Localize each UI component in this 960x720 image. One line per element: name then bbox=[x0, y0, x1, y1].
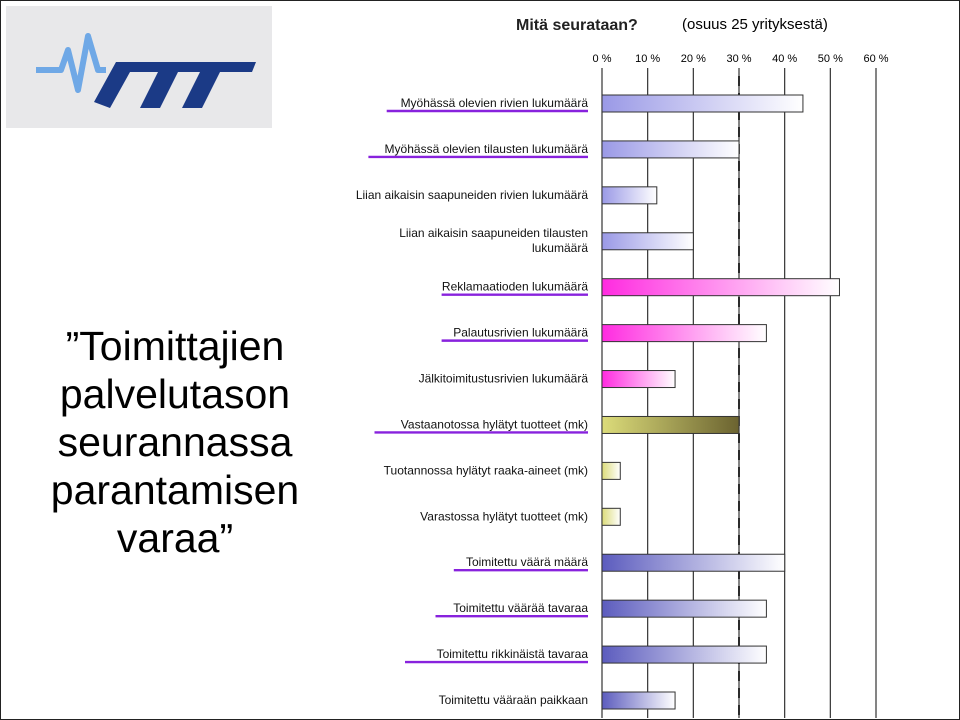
category-label: Liian aikaisin saapuneiden rivien lukumä… bbox=[356, 188, 588, 202]
category-label: Toimitettu rikkinäistä tavaraa bbox=[437, 647, 589, 661]
category-label: Tuotannossa hylätyt raaka-aineet (mk) bbox=[384, 463, 588, 477]
x-tick-label: 40 % bbox=[772, 53, 797, 65]
slide-title: ”Toimittajien palvelutason seurannassa p… bbox=[20, 322, 330, 562]
slide-title-line: ”Toimittajien bbox=[65, 323, 285, 369]
bar bbox=[601, 370, 676, 389]
x-tick-label: 20 % bbox=[681, 53, 706, 65]
bar bbox=[601, 691, 676, 710]
category-label: Myöhässä olevien rivien lukumäärä bbox=[401, 96, 589, 110]
bar bbox=[601, 599, 767, 618]
vtt-logo-graphic bbox=[36, 33, 256, 108]
x-tick-label: 60 % bbox=[863, 53, 888, 65]
bar bbox=[601, 507, 621, 526]
bar bbox=[601, 645, 767, 664]
category-label: Toimitettu vääraän paikkaan bbox=[439, 693, 588, 707]
vtt-logo bbox=[6, 6, 272, 128]
category-label: Jälkitoimitustusrivien lukumäärä bbox=[419, 372, 589, 386]
category-label: Palautusrivien lukumäärä bbox=[453, 326, 588, 340]
x-tick-label: 50 % bbox=[818, 53, 843, 65]
category-label: Vastaanotossa hylätyt tuotteet (mk) bbox=[401, 417, 588, 431]
bar bbox=[601, 186, 658, 205]
bar bbox=[601, 461, 621, 480]
category-label: Toimitettu väärää tavaraa bbox=[453, 601, 588, 615]
category-label: Liian aikaisin saapuneiden tilausten bbox=[399, 226, 588, 240]
slide-title-line: parantamisen bbox=[50, 467, 300, 513]
category-label: Varastossa hylätyt tuotteet (mk) bbox=[420, 509, 588, 523]
x-tick-label: 10 % bbox=[635, 53, 660, 65]
category-label: Toimitettu väärä määrä bbox=[466, 555, 588, 569]
category-label: Reklamaatioden lukumäärä bbox=[442, 280, 588, 294]
bar bbox=[601, 140, 740, 159]
category-label: lukumäärä bbox=[532, 241, 588, 255]
chart-title: Mitä seurataan? bbox=[516, 17, 638, 34]
bar bbox=[601, 94, 804, 113]
bar bbox=[601, 278, 840, 297]
bar-chart: Mitä seurataan? (osuus 25 yrityksestä) 0 %… bbox=[356, 16, 889, 718]
slide-title-line: palvelutason bbox=[59, 371, 291, 417]
slide-title-line: varaa” bbox=[116, 515, 234, 561]
bar bbox=[601, 415, 740, 434]
chart-subtitle: (osuus 25 yrityksestä) bbox=[682, 16, 828, 33]
category-label: Myöhässä olevien tilausten lukumäärä bbox=[385, 142, 589, 156]
bar bbox=[601, 232, 694, 251]
x-tick-label: 0 % bbox=[593, 53, 612, 65]
slide-title-line: seurannassa bbox=[57, 419, 293, 465]
bar bbox=[601, 553, 786, 572]
bar bbox=[601, 324, 767, 343]
x-tick-label: 30 % bbox=[726, 53, 751, 65]
